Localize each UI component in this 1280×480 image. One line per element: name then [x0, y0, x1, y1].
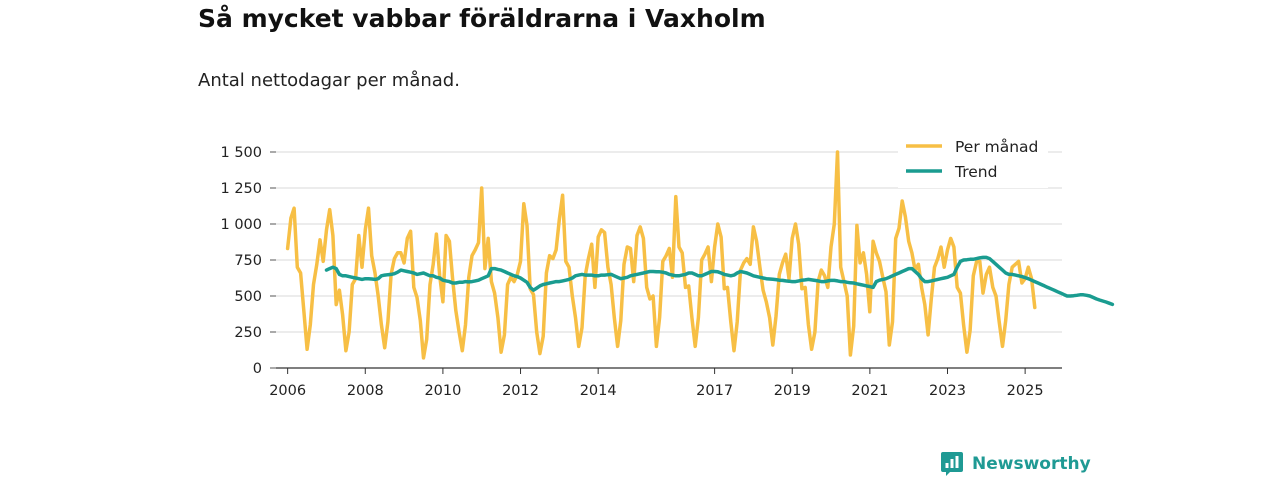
x-tick-label: 2010 — [424, 383, 461, 399]
series-line-per-manad — [285, 150, 1037, 360]
x-axis: 2006 2008 2010 2012 2014 2017 2019 2021 2023 2025 — [269, 367, 1062, 399]
x-tick-label: 2021 — [851, 383, 888, 399]
x-tick-label: 2019 — [774, 383, 811, 399]
y-tick-label: 1 500 — [220, 145, 262, 161]
y-tick-label: 0 — [253, 361, 262, 377]
brand: Newsworthy — [940, 450, 1091, 478]
y-axis-ticks: 0 250 500 750 1 000 1 250 1 500 — [220, 145, 276, 377]
x-tick-label: 2014 — [580, 383, 617, 399]
legend: Per månad Trend — [898, 134, 1048, 188]
y-tick-label: 500 — [234, 289, 262, 305]
y-tick-label: 250 — [234, 325, 262, 341]
x-tick-label: 2025 — [1007, 383, 1044, 399]
legend-label-trend: Trend — [954, 163, 997, 181]
x-tick-label: 2017 — [696, 383, 733, 399]
series-line-trend — [324, 255, 1115, 307]
legend-label-per-manad: Per månad — [955, 138, 1038, 156]
x-tick-label: 2006 — [269, 383, 306, 399]
x-tick-label: 2023 — [929, 383, 966, 399]
x-tick-label: 2012 — [502, 383, 539, 399]
newsworthy-logo-icon — [941, 452, 963, 476]
chart-subtitle: Antal nettodagar per månad. — [198, 70, 460, 91]
series-lines — [285, 150, 1115, 360]
chart-title: Så mycket vabbar föräldrarna i Vaxholm — [198, 4, 766, 33]
y-tick-label: 1 000 — [220, 217, 262, 233]
legend-background — [898, 134, 1048, 188]
brand-name: Newsworthy — [972, 454, 1091, 474]
x-tick-label: 2008 — [347, 383, 384, 399]
y-tick-label: 1 250 — [220, 181, 262, 197]
y-tick-label: 750 — [234, 253, 262, 269]
